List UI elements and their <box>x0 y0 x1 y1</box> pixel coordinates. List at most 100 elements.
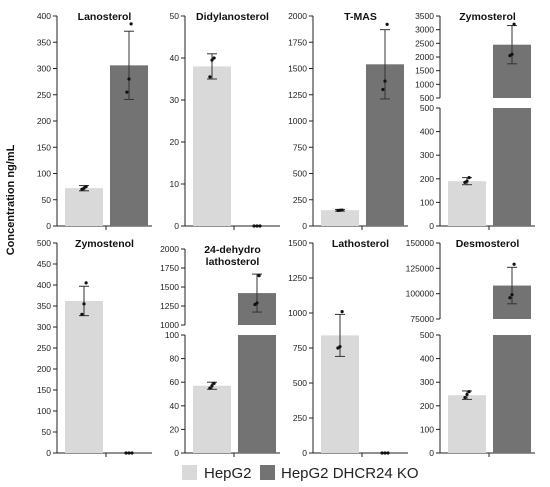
legend-swatch-hepg2 <box>182 465 197 480</box>
y-tick-label: 350 <box>37 301 51 311</box>
y-tick-label: 0 <box>46 448 51 458</box>
data-point <box>510 293 514 297</box>
y-tick-label: 300 <box>37 64 51 74</box>
data-point <box>130 451 134 455</box>
y-tick-label: 0 <box>302 448 307 458</box>
panel-title: Zymostenol <box>75 238 134 250</box>
y-tick-label: 40 <box>170 53 180 63</box>
y-tick-label: 1000 <box>415 79 434 89</box>
chart-panel: 0 10 20 30 40 50 Didylanosterol <box>170 11 280 231</box>
y-tick-label: 100 <box>420 424 434 434</box>
y-tick-label: 150 <box>37 142 51 152</box>
data-point <box>208 75 212 79</box>
y-tick-label: 500 <box>293 378 307 388</box>
y-tick-label: 1250 <box>288 90 307 100</box>
data-point <box>340 310 344 314</box>
y-tick-label: 500 <box>293 169 307 179</box>
data-point <box>124 451 128 455</box>
data-point <box>127 77 131 81</box>
data-point <box>212 381 216 385</box>
data-point <box>465 179 469 183</box>
y-tick-label: 300 <box>420 377 434 387</box>
y-tick-label: 250 <box>293 413 307 423</box>
data-point <box>212 56 216 60</box>
y-axis-label: Concentration ng/mL <box>5 144 17 255</box>
y-tick-label: 1500 <box>288 238 307 248</box>
data-point <box>210 58 214 62</box>
bar <box>65 188 103 226</box>
y-tick-label: 200 <box>37 364 51 374</box>
data-point <box>257 274 261 278</box>
y-tick-label: 500 <box>420 93 434 103</box>
bar <box>493 108 531 226</box>
y-tick-label: 500 <box>420 330 434 340</box>
y-tick-label: 30 <box>170 95 180 105</box>
data-point <box>512 262 516 266</box>
y-tick-label: 250 <box>37 343 51 353</box>
chart-panel: 0 50 100 150 200 250 300 350 400 450 500 Zymostenol <box>37 238 152 458</box>
panel-title: Lanosterol <box>78 11 132 23</box>
y-tick-label: 0 <box>429 221 434 231</box>
y-tick-label: 400 <box>37 11 51 21</box>
y-tick-label: 1000 <box>288 308 307 318</box>
y-tick-label: 50 <box>42 195 52 205</box>
panel-title: Didylanosterol <box>196 11 269 23</box>
y-tick-label: 1250 <box>288 273 307 283</box>
panel-title: Desmosterol <box>456 238 520 250</box>
y-tick-label: 0 <box>429 448 434 458</box>
bar <box>321 210 359 226</box>
y-tick-label: 50 <box>42 427 52 437</box>
y-tick-label: 400 <box>420 354 434 364</box>
y-tick-label: 2000 <box>415 52 434 62</box>
bar <box>193 66 231 227</box>
data-point <box>340 208 344 212</box>
y-tick-label: 500 <box>420 103 434 113</box>
data-point <box>385 22 389 26</box>
y-tick-label: 150000 <box>406 238 435 248</box>
data-point <box>381 87 385 92</box>
y-tick-label: 125000 <box>406 263 435 273</box>
y-tick-label: 1000 <box>160 320 179 330</box>
panel-title: Zymosterol <box>459 11 516 23</box>
y-tick-label: 20 <box>170 424 180 434</box>
data-point <box>508 296 512 300</box>
y-tick-label: 100000 <box>406 289 435 299</box>
y-tick-label: 200 <box>37 116 51 126</box>
data-point <box>467 176 471 180</box>
y-tick-label: 350 <box>37 37 51 47</box>
y-tick-label: 20 <box>170 137 180 147</box>
data-point <box>258 224 262 228</box>
data-point <box>386 451 390 455</box>
data-point <box>84 185 88 189</box>
data-point <box>383 451 387 455</box>
y-tick-label: 3500 <box>415 11 434 21</box>
data-point <box>467 390 471 394</box>
y-tick-label: 500 <box>37 238 51 248</box>
y-tick-label: 3000 <box>415 25 434 35</box>
data-point <box>252 224 256 228</box>
y-tick-label: 150 <box>37 385 51 395</box>
legend-swatch-ko <box>260 465 275 480</box>
data-point <box>510 52 514 56</box>
y-tick-label: 2500 <box>415 38 434 48</box>
panel-title: Lathosterol <box>332 238 389 250</box>
panel-title: lathosterol <box>206 256 260 268</box>
y-tick-label: 100 <box>165 330 179 340</box>
y-tick-label: 1000 <box>288 116 307 126</box>
chart-panel: 0 250 500 750 1000 1250 1500 Lathosterol <box>288 238 408 458</box>
y-tick-label: 1500 <box>415 66 434 76</box>
y-tick-label: 2000 <box>160 244 179 254</box>
legend: HepG2 HepG2 DHCR24 KO <box>182 465 419 482</box>
y-tick-label: 200 <box>420 401 434 411</box>
data-point <box>465 392 469 397</box>
panel-title: 24-dehydro <box>204 244 261 256</box>
data-point <box>255 224 259 228</box>
y-tick-label: 0 <box>174 221 179 231</box>
y-tick-label: 50 <box>170 11 180 21</box>
bar <box>65 300 103 453</box>
bar <box>238 335 276 453</box>
y-tick-label: 750 <box>293 343 307 353</box>
